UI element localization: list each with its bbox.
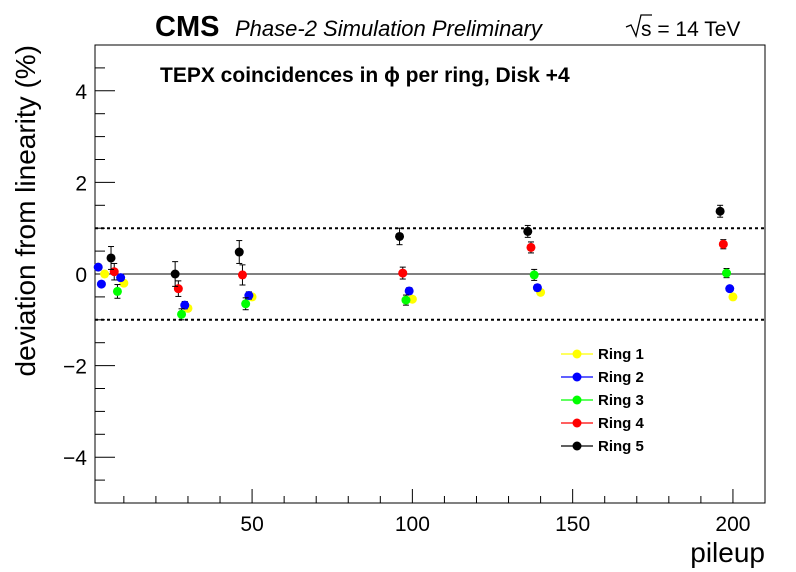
data-point — [404, 286, 414, 296]
legend-marker — [572, 349, 582, 359]
data-point — [170, 261, 180, 287]
data-point — [728, 292, 738, 302]
x-tick-label: 200 — [715, 513, 750, 536]
series-ring-5 — [106, 204, 725, 287]
y-tick-label: 4 — [75, 81, 87, 104]
status-label: Phase-2 Simulation Preliminary — [235, 16, 544, 41]
data-point — [532, 283, 542, 293]
marker — [234, 247, 244, 257]
legend-label: Ring 4 — [598, 415, 644, 432]
data-point — [526, 241, 536, 254]
x-tick-label: 150 — [555, 513, 590, 536]
series-ring-4 — [109, 239, 728, 297]
legend-marker — [572, 418, 582, 428]
legend-marker — [572, 441, 582, 451]
legend-entry: Ring 2 — [561, 369, 644, 386]
data-point — [401, 294, 411, 306]
marker — [532, 283, 542, 293]
series-ring-3 — [112, 268, 732, 321]
marker — [404, 286, 414, 296]
data-point — [725, 284, 735, 294]
energy-label: s = 14 TeV — [625, 14, 740, 41]
data-point — [112, 284, 122, 299]
data-point — [237, 264, 247, 286]
legend-marker — [572, 395, 582, 405]
y-axis-label: deviation from linearity (%) — [10, 45, 41, 376]
data-series — [93, 204, 738, 321]
data-point — [177, 308, 187, 321]
data-point — [241, 297, 251, 311]
marker — [715, 206, 725, 216]
legend-label: Ring 5 — [598, 438, 644, 455]
y-tick-label: 2 — [75, 172, 87, 195]
marker — [116, 273, 126, 283]
legend-label: Ring 3 — [598, 392, 644, 409]
marker — [106, 253, 116, 263]
legend-entry: Ring 4 — [561, 415, 644, 432]
data-point — [523, 224, 533, 238]
data-point — [395, 227, 405, 246]
series-ring-1 — [93, 262, 738, 313]
marker — [398, 268, 408, 278]
data-point — [718, 239, 728, 250]
experiment-label: CMS — [155, 11, 219, 43]
legend: Ring 1 Ring 2 Ring 3 Ring 4 Ring 5 — [561, 346, 644, 455]
y-tick-labels: −4 −2 0 2 4 — [63, 81, 87, 470]
marker — [526, 242, 536, 252]
legend-entry: Ring 1 — [561, 346, 644, 363]
marker — [93, 262, 103, 272]
legend-entry: Ring 5 — [561, 438, 644, 455]
marker — [112, 286, 122, 296]
marker — [170, 269, 180, 279]
data-point — [93, 262, 103, 272]
marker — [395, 231, 405, 241]
data-point — [106, 246, 116, 270]
marker — [237, 270, 247, 280]
data-point — [116, 273, 126, 283]
data-point — [398, 266, 408, 280]
marker — [401, 295, 411, 305]
data-point — [100, 269, 110, 279]
data-point — [234, 240, 244, 264]
marker — [722, 268, 732, 278]
marker — [180, 300, 190, 310]
x-tick-label: 50 — [240, 513, 263, 536]
data-point — [96, 279, 106, 289]
marker — [725, 284, 735, 294]
data-point — [722, 268, 732, 279]
marker — [523, 226, 533, 236]
reference-lines — [95, 227, 765, 321]
y-tick-label: 0 — [75, 264, 87, 287]
chart-title: TEPX coincidences in ϕ per ring, Disk +4 — [160, 64, 570, 87]
marker — [728, 292, 738, 302]
energy-text: s = 14 TeV — [641, 18, 740, 41]
x-axis-ticks — [123, 489, 766, 503]
data-point — [715, 204, 725, 218]
legend-label: Ring 1 — [598, 346, 644, 363]
marker — [100, 269, 110, 279]
x-axis-label: pileup — [690, 537, 765, 568]
data-point — [180, 300, 190, 310]
x-tick-labels: 50 100 150 200 — [240, 513, 750, 536]
marker — [241, 299, 251, 309]
marker — [718, 239, 728, 249]
y-axis-ticks — [95, 44, 115, 504]
legend-marker — [572, 372, 582, 382]
y-tick-label: −4 — [63, 447, 87, 470]
marker — [529, 270, 539, 280]
data-point — [529, 268, 539, 281]
sqrt-symbol — [625, 14, 652, 38]
legend-label: Ring 2 — [598, 369, 644, 386]
y-tick-label: −2 — [63, 356, 87, 379]
marker — [96, 279, 106, 289]
marker — [177, 309, 187, 319]
legend-entry: Ring 3 — [561, 392, 644, 409]
x-tick-label: 100 — [395, 513, 430, 536]
